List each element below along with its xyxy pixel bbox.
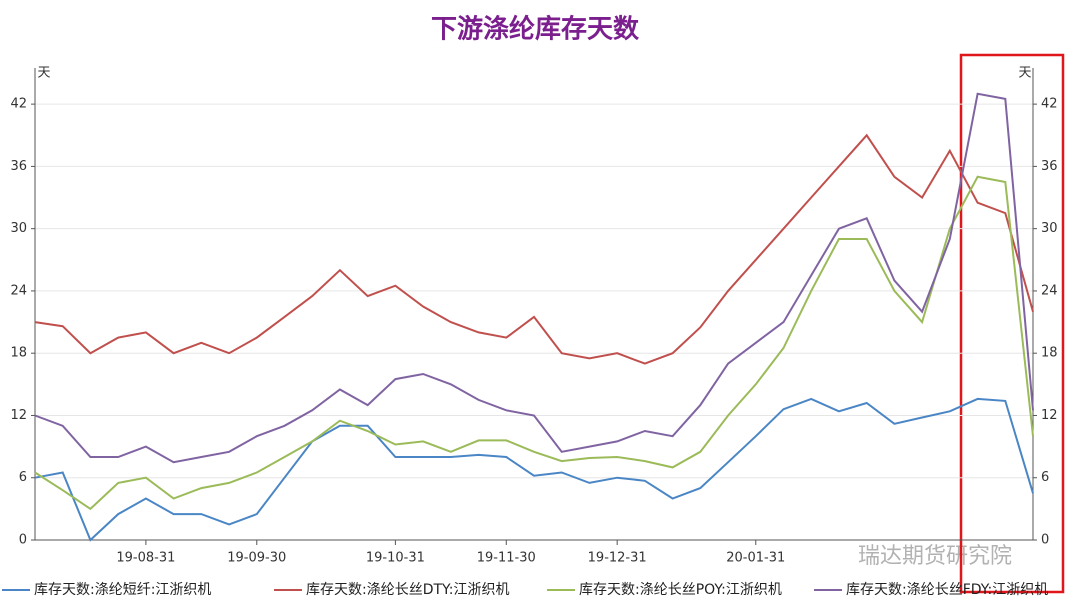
watermark: 瑞达期货研究院 — [858, 544, 1012, 569]
y2-tick-label: 30 — [1041, 221, 1058, 236]
y2-tick-label: 24 — [1041, 283, 1058, 298]
y2-tick-label: 36 — [1041, 159, 1058, 174]
legend-label: 库存天数:涤纶长丝POY:江浙织机 — [579, 582, 782, 598]
y-tick-label: 0 — [19, 533, 27, 548]
x-tick-label: 20-01-31 — [726, 551, 785, 566]
series-line — [34, 92, 1034, 464]
series-line — [34, 133, 1034, 365]
y-tick-label: 24 — [10, 283, 27, 298]
y-tick-label: 12 — [10, 408, 27, 423]
y2-tick-label: 0 — [1041, 533, 1049, 548]
legend-label: 库存天数:涤纶短纤:江浙织机 — [34, 582, 211, 598]
y-tick-label: 6 — [19, 470, 27, 485]
y2-axis-label: 天 — [1018, 66, 1031, 81]
y-tick-label: 30 — [10, 221, 27, 236]
y-tick-label: 36 — [10, 159, 27, 174]
y2-tick-label: 12 — [1041, 408, 1058, 423]
series-line — [34, 175, 1034, 511]
x-tick-label: 19-12-31 — [588, 551, 647, 566]
x-tick-label: 19-11-30 — [477, 551, 536, 566]
y2-tick-label: 18 — [1041, 346, 1058, 361]
y-tick-label: 42 — [10, 97, 27, 112]
y-axis-label: 天 — [37, 66, 50, 81]
x-tick-label: 19-10-31 — [366, 551, 425, 566]
chart-title: 下游涤纶库存天数 — [431, 14, 640, 45]
x-tick-label: 19-08-31 — [116, 551, 175, 566]
highlight-box — [959, 53, 1065, 594]
y2-tick-label: 6 — [1041, 470, 1049, 485]
series-line — [34, 397, 1034, 542]
legend-label: 库存天数:涤纶长丝FDY:江浙织机 — [846, 582, 1048, 598]
y-tick-label: 18 — [10, 346, 27, 361]
x-tick-label: 19-09-30 — [227, 551, 286, 566]
legend-label: 库存天数:涤纶长丝DTY:江浙织机 — [306, 582, 509, 598]
y2-tick-label: 42 — [1041, 97, 1058, 112]
